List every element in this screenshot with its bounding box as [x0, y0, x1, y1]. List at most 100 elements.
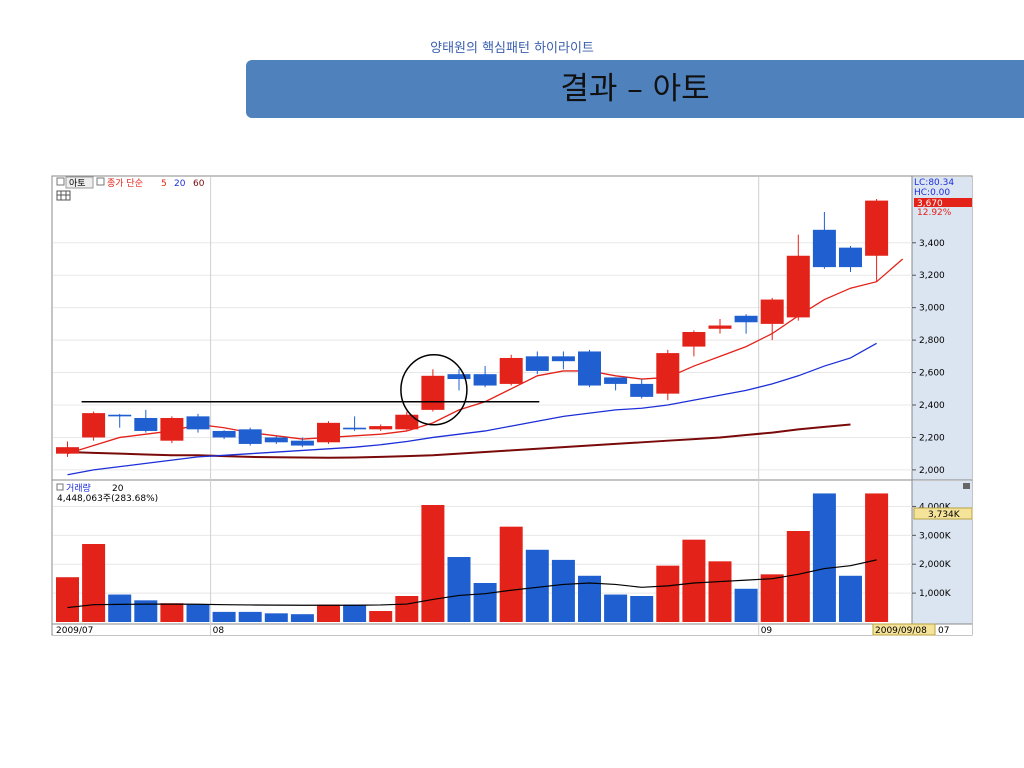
- candle-up: [682, 332, 706, 347]
- ma60-line: [67, 423, 851, 459]
- legend-name-box[interactable]: [65, 176, 94, 189]
- volume-axis-ticks: 1,000K 2,000K 3,000K 4,000K: [912, 502, 952, 599]
- volume-bar: [160, 603, 184, 622]
- candle-down: [264, 437, 288, 443]
- volume-bar: [734, 588, 758, 622]
- volume-bar: [682, 539, 706, 622]
- volume-ma-line: [67, 559, 877, 609]
- candle-up: [421, 375, 445, 410]
- date-label: 2009/07: [56, 626, 93, 636]
- volume-bar: [264, 613, 288, 622]
- volume-legend-icon[interactable]: [56, 483, 64, 491]
- candle-down: [343, 427, 367, 430]
- volume-current-tag: [913, 507, 973, 520]
- volume-bar: [82, 544, 106, 622]
- volume-bar: [551, 559, 575, 622]
- candle-down: [734, 315, 758, 323]
- candle-down: [186, 416, 210, 430]
- volume-bar: [186, 604, 210, 622]
- ma20-line: [67, 342, 877, 476]
- candle-down: [578, 351, 601, 386]
- volume-bar: [578, 575, 601, 622]
- candle-up: [56, 447, 79, 454]
- volume-tick-label: 4,000K: [919, 502, 952, 512]
- candle-down: [525, 356, 549, 371]
- title-banner: 결과 – 아토: [246, 60, 1024, 118]
- volume-bar: [604, 594, 628, 622]
- grid-icon[interactable]: [56, 190, 71, 201]
- candle-down: [447, 374, 471, 380]
- volume-bar: [56, 577, 79, 622]
- volume-bar: [656, 565, 680, 622]
- candle-down: [473, 374, 497, 386]
- volume-bar: [786, 531, 810, 622]
- volume-tick-label: 3,000K: [919, 531, 952, 541]
- candle-up: [317, 422, 340, 443]
- date-label: 09: [761, 626, 773, 636]
- volume-bar: [865, 493, 889, 622]
- volume-panel-toggle[interactable]: [963, 483, 970, 489]
- volume-tick-label: 2,000K: [919, 560, 952, 570]
- volume-bar: [343, 604, 367, 622]
- volume-bar: [447, 557, 471, 622]
- volume-bar: [708, 561, 732, 622]
- candle-up: [656, 353, 680, 394]
- date-label: 08: [213, 626, 225, 636]
- price-axis-ticks: 2,000 2,200 2,400 2,600 2,800 3,000 3,200 3,400: [912, 239, 945, 476]
- volume-bar: [395, 596, 419, 622]
- volume-tick-label: 1,000K: [919, 589, 952, 599]
- price-tick-label: 2,800: [919, 336, 945, 346]
- price-tick-label: 2,400: [919, 401, 945, 411]
- hc-info: HC:0.00: [914, 188, 950, 198]
- volume-bar: [473, 583, 497, 622]
- ma60-line-group: [67, 423, 851, 459]
- volume-bar: [421, 505, 445, 622]
- candle-down: [812, 229, 836, 268]
- candle-down: [630, 383, 654, 397]
- volume-bar: [525, 549, 549, 622]
- candle-down: [290, 440, 314, 446]
- end-date-tag: [872, 623, 936, 636]
- candle-up: [82, 413, 106, 438]
- legend-menu-icon[interactable]: [56, 177, 65, 186]
- candle-up: [786, 255, 810, 318]
- volume-current-label: 3,734K: [928, 510, 961, 520]
- legend-stock-name: 아토: [69, 178, 86, 189]
- volume-bar: [317, 604, 340, 622]
- end-date: 2009/09/08: [875, 626, 927, 636]
- candle-up: [369, 426, 393, 430]
- candles: [56, 198, 889, 457]
- legend-ma5: 5: [161, 179, 167, 189]
- month-divider-lines: [210, 177, 760, 635]
- legend-ma-icon[interactable]: [96, 177, 105, 186]
- highlight-circle: [400, 354, 468, 426]
- volume-bar: [630, 596, 654, 622]
- candle-down: [134, 417, 158, 431]
- lc-info: LC:80.34: [914, 178, 954, 188]
- current-price-tag: [914, 198, 972, 207]
- price-gridlines: [53, 242, 912, 471]
- price-tick-label: 3,400: [919, 239, 945, 249]
- price-tick-label: 2,600: [919, 369, 945, 379]
- volume-bar: [134, 600, 158, 622]
- price-tick-label: 3,000: [919, 304, 945, 314]
- volume-bars: [56, 493, 889, 622]
- date-axis-labels: 2009/07 08 09: [56, 626, 772, 636]
- volume-bar: [369, 611, 393, 622]
- volume-bar: [212, 611, 236, 622]
- candle-up: [708, 325, 732, 329]
- volume-legend-label: 거래량: [66, 482, 91, 494]
- change-percent: 12.92%: [917, 208, 952, 218]
- price-tick-label: 2,200: [919, 433, 945, 443]
- candle-up: [395, 414, 419, 430]
- volume-bar: [499, 526, 523, 622]
- volume-bar: [760, 574, 784, 622]
- volume-info: 4,448,063주(283.68%): [57, 493, 158, 504]
- annotation-group: [81, 354, 540, 426]
- legend-ma20: 20: [174, 179, 186, 189]
- candle-down: [238, 429, 262, 444]
- volume-axis-background: [912, 481, 972, 624]
- slide-subtitle: 양태원의 핵심패턴 하이라이트: [430, 41, 594, 56]
- ma20-line-group: [67, 342, 877, 476]
